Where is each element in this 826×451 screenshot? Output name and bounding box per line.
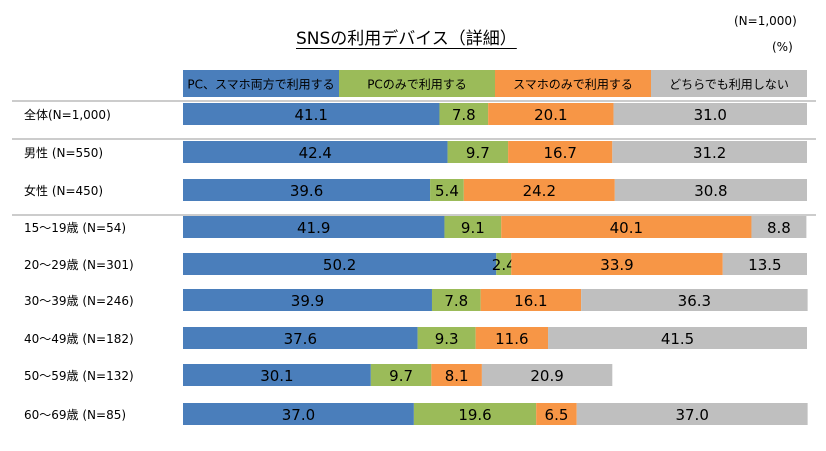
category-label: 30～39歳 (N=246) bbox=[24, 294, 134, 308]
data-label: 41.9 bbox=[297, 219, 330, 237]
bar-segment bbox=[183, 253, 497, 275]
bar-segment bbox=[475, 327, 549, 349]
bar-segment bbox=[536, 403, 577, 425]
legend-label: どちらでも利用しない bbox=[669, 78, 789, 92]
bar-segment bbox=[417, 327, 476, 349]
bar-segment bbox=[488, 103, 614, 125]
data-label: 39.9 bbox=[291, 292, 324, 310]
data-label: 50.2 bbox=[323, 256, 356, 274]
data-label: 30.8 bbox=[694, 182, 727, 200]
data-label: 41.5 bbox=[661, 330, 694, 348]
data-label: 7.8 bbox=[444, 292, 468, 310]
category-label: 女性 (N=450) bbox=[24, 183, 103, 198]
bar-segment bbox=[447, 141, 509, 163]
legend-label: PC、スマホ両方で利用する bbox=[187, 77, 334, 92]
data-label: 19.6 bbox=[458, 406, 491, 424]
bar-segment bbox=[183, 403, 414, 425]
data-label: 8.1 bbox=[445, 367, 469, 385]
bar-segment bbox=[183, 179, 431, 201]
bar-segment bbox=[548, 327, 807, 349]
data-label: 36.3 bbox=[678, 292, 711, 310]
category-label: 50～59歳 (N=132) bbox=[24, 369, 134, 383]
bar-segment bbox=[501, 216, 752, 238]
data-label: 39.6 bbox=[290, 182, 323, 200]
data-label: 5.4 bbox=[435, 182, 459, 200]
legend-label: スマホのみで利用する bbox=[513, 78, 633, 92]
bar-segment bbox=[183, 327, 418, 349]
sample-size-note: (N=1,000) bbox=[734, 14, 797, 28]
data-label: 20.9 bbox=[530, 367, 563, 385]
bar-segment bbox=[413, 403, 537, 425]
category-label: 全体(N=1,000) bbox=[24, 107, 111, 122]
data-label: 2.4 bbox=[492, 256, 516, 274]
data-label: 16.1 bbox=[514, 292, 547, 310]
bar-segment bbox=[183, 141, 448, 163]
category-label: 20～29歳 (N=301) bbox=[24, 258, 134, 272]
bar-segment bbox=[183, 289, 432, 311]
data-label: 9.3 bbox=[435, 330, 459, 348]
bar-segment bbox=[751, 216, 807, 238]
data-label: 42.4 bbox=[299, 144, 332, 162]
bar-segment bbox=[576, 403, 808, 425]
data-label: 31.0 bbox=[694, 106, 727, 124]
bar-segment bbox=[480, 289, 582, 311]
data-label: 40.1 bbox=[610, 219, 643, 237]
category-label: 60～69歳 (N=85) bbox=[24, 408, 126, 422]
bar-segment bbox=[612, 141, 807, 163]
bar-segment bbox=[511, 253, 723, 275]
category-label: 15～19歳 (N=54) bbox=[24, 221, 126, 235]
legend-swatch bbox=[339, 70, 495, 97]
data-label: 9.7 bbox=[466, 144, 490, 162]
data-label: 20.1 bbox=[534, 106, 567, 124]
bar-segment bbox=[722, 253, 807, 275]
data-label: 41.1 bbox=[295, 106, 328, 124]
data-label: 9.7 bbox=[389, 367, 413, 385]
bar-segment bbox=[508, 141, 613, 163]
legend-swatch bbox=[495, 70, 651, 97]
data-label: 16.7 bbox=[544, 144, 577, 162]
data-label: 37.6 bbox=[284, 330, 317, 348]
bar-segment bbox=[463, 179, 615, 201]
data-label: 7.8 bbox=[452, 106, 476, 124]
bar-segment bbox=[183, 216, 445, 238]
bar-segment bbox=[431, 364, 482, 386]
data-label: 30.1 bbox=[260, 367, 293, 385]
data-label: 6.5 bbox=[545, 406, 569, 424]
data-label: 37.0 bbox=[675, 406, 708, 424]
bar-segment bbox=[496, 253, 512, 275]
data-label: 8.8 bbox=[767, 219, 791, 237]
bar-segment bbox=[370, 364, 432, 386]
bar-segment bbox=[444, 216, 502, 238]
category-label: 40～49歳 (N=182) bbox=[24, 332, 134, 346]
legend-swatch bbox=[651, 70, 807, 97]
chart-title: SNSの利用デバイス（詳細） bbox=[296, 29, 517, 49]
bar-segment bbox=[439, 103, 489, 125]
bar-segment bbox=[183, 364, 371, 386]
legend-label: PCのみで利用する bbox=[367, 78, 467, 92]
data-label: 11.6 bbox=[495, 330, 528, 348]
data-label: 33.9 bbox=[600, 256, 633, 274]
unit-label: (%) bbox=[772, 40, 793, 54]
bar-segment bbox=[581, 289, 808, 311]
data-label: 13.5 bbox=[748, 256, 781, 274]
data-label: 37.0 bbox=[282, 406, 315, 424]
data-label: 31.2 bbox=[693, 144, 726, 162]
bar-segment bbox=[613, 103, 807, 125]
bar-segment bbox=[183, 103, 440, 125]
bar-segment bbox=[614, 179, 807, 201]
bar-segment bbox=[431, 289, 481, 311]
category-label: 男性 (N=550) bbox=[24, 146, 103, 160]
bar-segment bbox=[481, 364, 613, 386]
data-label: 9.1 bbox=[461, 219, 485, 237]
legend-swatch bbox=[183, 70, 339, 97]
bar-segment bbox=[430, 179, 464, 201]
data-label: 24.2 bbox=[523, 182, 556, 200]
